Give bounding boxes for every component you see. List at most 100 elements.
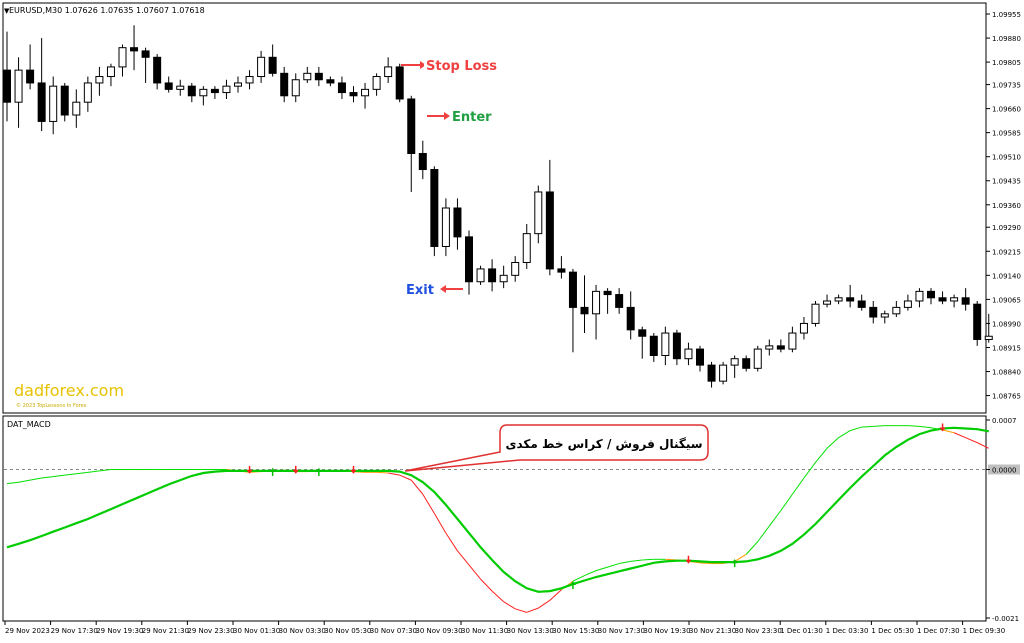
macd-thin-segment xyxy=(18,479,31,483)
candle-body xyxy=(268,56,277,74)
symbol-header: EURUSD,M30 1.07626 1.07635 1.07607 1.076… xyxy=(9,6,205,15)
candle-body xyxy=(395,66,404,100)
candle-body xyxy=(37,82,46,122)
callout-bubble xyxy=(404,424,709,472)
candle-body xyxy=(696,348,704,366)
candle-body xyxy=(95,76,104,84)
time-tick-label: 1 Dec 01:30 xyxy=(780,627,823,635)
candle-body xyxy=(511,262,520,276)
time-tick-label: 30 Nov 05:30 xyxy=(324,627,371,635)
macd-thin-segment xyxy=(549,589,562,601)
time-tick-label: 29 Nov 17:30 xyxy=(51,627,98,635)
candle-body xyxy=(430,169,439,247)
candle-body xyxy=(153,56,162,84)
candle-body xyxy=(534,191,543,235)
macd-thin-segment xyxy=(699,562,712,565)
candle-body xyxy=(765,345,774,350)
macd-thin-segment xyxy=(515,608,527,613)
candle-body xyxy=(222,85,231,94)
candle-body xyxy=(384,66,393,78)
candle xyxy=(372,73,381,96)
macd-thin-segment xyxy=(376,471,389,474)
candle-body xyxy=(626,306,635,331)
macd-thin-segment xyxy=(942,429,955,434)
macd-thin-segment xyxy=(76,471,88,475)
candle-body xyxy=(314,72,323,81)
candle xyxy=(268,44,277,77)
macd-thin-segment xyxy=(468,564,481,580)
candle xyxy=(892,300,901,318)
candle-body xyxy=(649,335,658,356)
candle xyxy=(83,76,92,112)
candle-body xyxy=(846,297,855,302)
candle xyxy=(545,159,554,276)
candle xyxy=(846,284,855,308)
enter-label: Enter xyxy=(452,110,492,125)
candle-body xyxy=(638,329,647,337)
signal-arrows-layer xyxy=(246,423,946,590)
candle xyxy=(776,339,785,353)
candle-body xyxy=(118,47,127,68)
enter-annotation: Enter xyxy=(427,110,492,125)
candle xyxy=(222,79,231,99)
time-tick-label: 30 Nov 11:30 xyxy=(461,627,508,635)
macd-thin-segment xyxy=(803,462,816,479)
candle xyxy=(823,294,832,308)
candle-body xyxy=(337,82,346,94)
candle xyxy=(418,140,427,180)
time-tick-label: 30 Nov 15:30 xyxy=(552,627,599,635)
ind-tick-label: 0.0000 xyxy=(992,467,1017,475)
price-tick-label: 1.09805 xyxy=(992,59,1021,67)
candle-body xyxy=(326,79,335,84)
candle xyxy=(719,361,728,385)
time-tick-label: 29 Nov 23:30 xyxy=(187,627,234,635)
ind-tick-label: -0.0021 xyxy=(992,615,1019,623)
candle xyxy=(811,300,820,327)
macd-thin-segment xyxy=(965,437,978,444)
price-tick-label: 1.09585 xyxy=(992,130,1021,138)
candle xyxy=(118,44,127,77)
candle-body xyxy=(26,69,35,84)
macd-thin-segment xyxy=(99,469,112,472)
candle xyxy=(973,300,982,346)
candle xyxy=(37,38,46,132)
macd-thin-segment xyxy=(53,474,65,478)
candle-body xyxy=(684,348,693,360)
candle-body xyxy=(72,101,81,116)
candle-body xyxy=(557,268,566,273)
time-tick-label: 30 Nov 09:30 xyxy=(415,627,462,635)
candle xyxy=(557,256,566,279)
buy-arrow-icon xyxy=(269,467,276,476)
candle-body xyxy=(187,85,196,97)
macd-thin-segment xyxy=(815,447,828,463)
candle xyxy=(361,82,370,109)
macd-thin-segment xyxy=(791,477,805,495)
candle-body xyxy=(465,236,473,283)
candle-body xyxy=(199,88,208,97)
price-tick-label: 1.09215 xyxy=(992,248,1021,256)
candle xyxy=(3,31,11,122)
candle xyxy=(534,185,543,244)
candle xyxy=(927,288,935,305)
candle xyxy=(869,300,878,324)
price-tick-label: 1.09435 xyxy=(992,178,1021,186)
candle xyxy=(141,47,150,83)
exit-arrowhead-icon xyxy=(440,285,446,293)
candle xyxy=(580,275,589,334)
candle xyxy=(106,63,115,87)
time-tick-label: 30 Nov 17:30 xyxy=(598,627,645,635)
candle xyxy=(153,54,162,90)
candle-body xyxy=(984,335,993,340)
macd-thin-segment xyxy=(976,442,989,449)
candle xyxy=(961,288,970,311)
macd-thin-segment xyxy=(6,481,19,485)
candle-body xyxy=(592,290,601,315)
candle xyxy=(95,66,104,96)
stop-loss-label-bg xyxy=(424,57,494,73)
candle-body xyxy=(950,297,959,302)
time-tick-label: 1 Dec 07:30 xyxy=(917,627,960,635)
candle-body xyxy=(441,207,450,247)
candle-body xyxy=(730,358,739,366)
